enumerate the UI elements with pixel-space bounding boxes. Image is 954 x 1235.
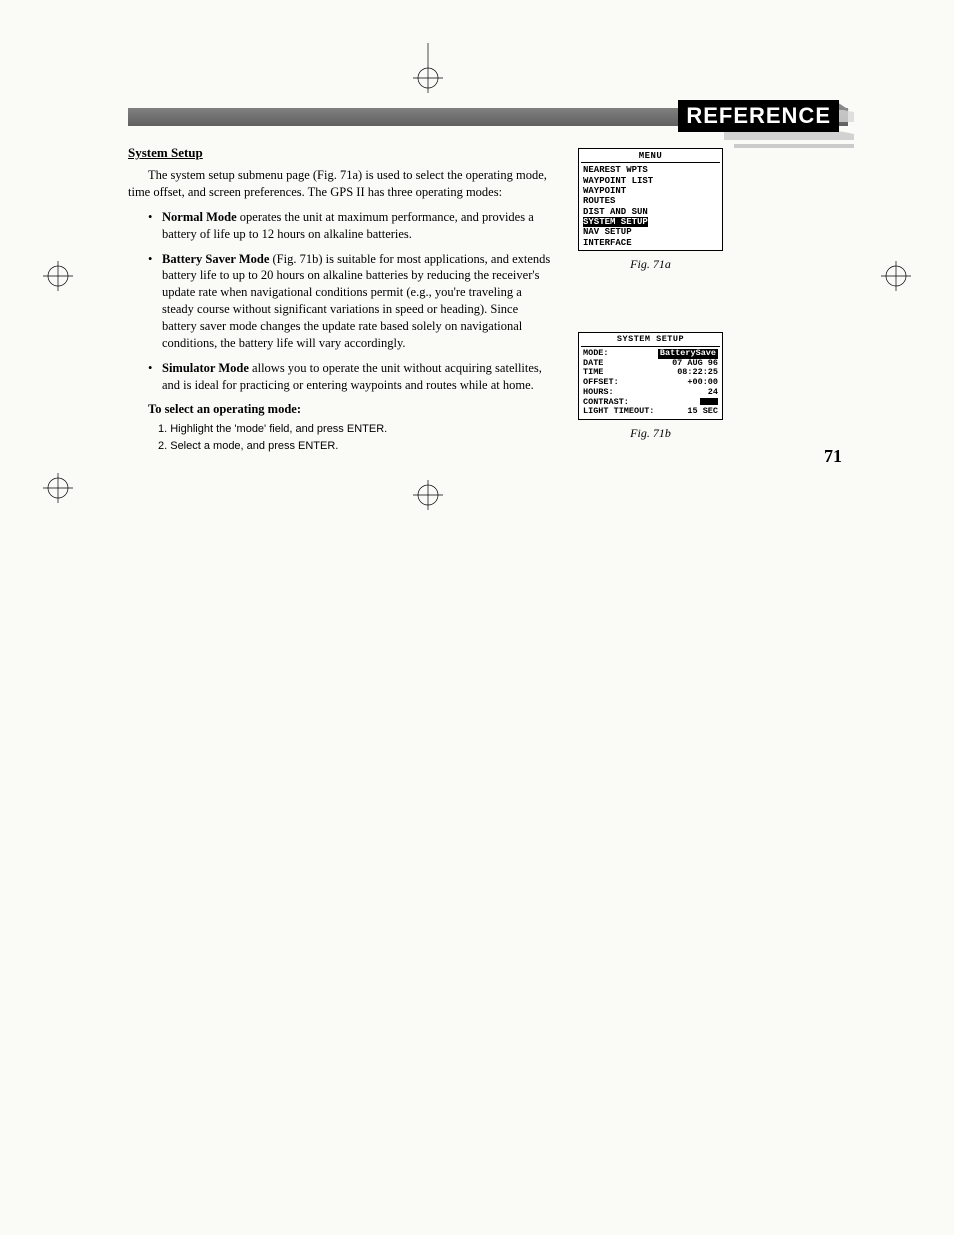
figure-b-caption: Fig. 71b — [578, 426, 723, 441]
page-number: 71 — [824, 446, 842, 467]
crop-mark-top — [413, 43, 443, 93]
contrast-bar — [700, 398, 718, 405]
bullet-item: Battery Saver Mode (Fig. 71b) is suitabl… — [162, 251, 553, 352]
crop-mark-middle — [413, 480, 443, 510]
lcd-menu-item: SYSTEM SETUP — [581, 217, 720, 227]
lcd-menu-item: INTERFACE — [581, 238, 720, 248]
lcd-menu-item: NAV SETUP — [581, 227, 720, 237]
figures-column: MENU NEAREST WPTSWAYPOINT LISTWAYPOINTRO… — [578, 148, 723, 501]
figure-71b-screen: SYSTEM SETUP MODE:BatterySaveDATE07 AUG … — [578, 332, 723, 420]
bullet-list: Normal Mode operates the unit at maximum… — [162, 209, 553, 394]
bullet-text: (Fig. 71b) is suitable for most applicat… — [162, 252, 550, 350]
crop-mark-right — [881, 261, 911, 291]
crop-mark-left — [43, 261, 73, 291]
figure-a-caption: Fig. 71a — [578, 257, 723, 272]
lcd-label: LIGHT TIMEOUT: — [583, 407, 654, 417]
lcd-setup-row: LIGHT TIMEOUT: 15 SEC — [581, 407, 720, 417]
section-title: System Setup — [128, 145, 553, 161]
lcd-value: 15 SEC — [687, 407, 718, 417]
reference-header: REFERENCE — [678, 100, 839, 132]
instruction-heading: To select an operating mode: — [148, 402, 553, 417]
lcd-title: SYSTEM SETUP — [581, 335, 720, 347]
lcd-menu-item: WAYPOINT — [581, 186, 720, 196]
step-2: 2. Select a mode, and press ENTER. — [158, 440, 553, 452]
intro-paragraph: The system setup submenu page (Fig. 71a)… — [128, 167, 553, 201]
crop-mark-left2 — [43, 473, 73, 503]
bullet-label: Simulator Mode — [162, 361, 249, 375]
bullet-label: Battery Saver Mode — [162, 252, 269, 266]
lcd-value: 24 — [708, 388, 718, 398]
main-content: System Setup The system setup submenu pa… — [128, 145, 553, 457]
step-1: 1. Highlight the 'mode' field, and press… — [158, 423, 553, 435]
bullet-item: Simulator Mode allows you to operate the… — [162, 360, 553, 394]
lcd-menu-item: DIST AND SUN — [581, 207, 720, 217]
lcd-menu-item: ROUTES — [581, 196, 720, 206]
lcd-menu-item: WAYPOINT LIST — [581, 176, 720, 186]
bullet-label: Normal Mode — [162, 210, 237, 224]
bullet-item: Normal Mode operates the unit at maximum… — [162, 209, 553, 243]
lcd-title: MENU — [581, 151, 720, 163]
figure-71a-screen: MENU NEAREST WPTSWAYPOINT LISTWAYPOINTRO… — [578, 148, 723, 251]
lcd-menu-item: NEAREST WPTS — [581, 165, 720, 175]
